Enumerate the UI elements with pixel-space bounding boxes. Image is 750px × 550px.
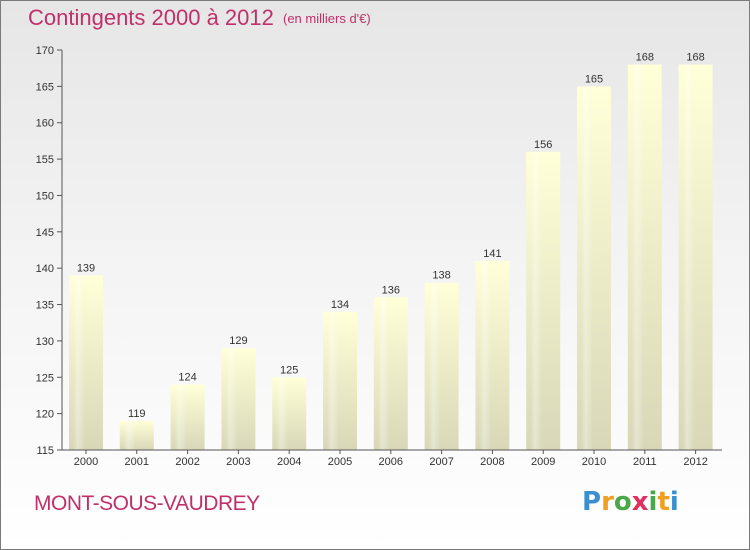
bar-highlight-2007 (428, 282, 441, 450)
logo-letter: i (669, 487, 679, 517)
axis-layer: 2000 2001 2002 2003 2004 2005 2006 2007 2008 2009… (36, 45, 722, 468)
y-tick-label-130: 130 (36, 336, 54, 348)
x-tick-label-2009: 2009 (531, 456, 555, 468)
data-label-2000: 139 (77, 262, 95, 274)
logo-letter: x (631, 487, 649, 517)
bar-highlight-2003 (225, 348, 238, 450)
y-tick-label-160: 160 (36, 118, 54, 130)
data-label-2008: 141 (483, 248, 501, 260)
bar-highlight-2005 (327, 311, 339, 450)
chart-subtitle: (en milliers d'€) (283, 11, 371, 26)
x-tick-label-2001: 2001 (125, 456, 149, 468)
bar-highlight-2011 (631, 64, 644, 450)
bar-highlight-2009 (530, 151, 543, 450)
x-tick-label-2006: 2006 (379, 456, 403, 468)
bar-highlight-2012 (682, 64, 695, 450)
x-tick-label-2002: 2002 (175, 456, 199, 468)
proxiti-logo: Proxiti (582, 487, 679, 517)
data-label-2007: 138 (432, 270, 450, 282)
data-label-2005: 134 (331, 299, 349, 311)
y-tick-label-135: 135 (36, 300, 54, 312)
y-tick-label-145: 145 (36, 227, 54, 239)
bar-highlight-2004 (276, 377, 289, 450)
logo-letter: P (582, 487, 602, 517)
data-label-2011: 168 (636, 52, 654, 64)
data-label-2001: 119 (128, 408, 146, 420)
data-label-2003: 129 (229, 335, 247, 347)
y-tick-label-115: 115 (36, 445, 54, 457)
bar-highlight-2000 (73, 275, 85, 450)
x-tick-label-2011: 2011 (633, 456, 657, 468)
chart-title: Contingents 2000 à 2012 (28, 5, 274, 30)
y-tick-label-170: 170 (36, 45, 54, 57)
x-tick-label-2008: 2008 (480, 456, 504, 468)
bar-highlight-2006 (377, 297, 390, 450)
bar-highlight-2001 (123, 420, 136, 450)
x-tick-label-2005: 2005 (328, 456, 352, 468)
data-label-2004: 125 (280, 364, 298, 376)
logo-letter: o (613, 487, 632, 517)
logo-letter: t (657, 487, 670, 517)
data-label-2010: 165 (585, 73, 603, 85)
data-label-2009: 156 (534, 139, 552, 151)
bar-highlight-2010 (581, 86, 593, 450)
data-label-2006: 136 (382, 284, 400, 296)
x-tick-label-2000: 2000 (74, 456, 98, 468)
data-label-2012: 168 (686, 52, 704, 64)
x-tick-label-2004: 2004 (277, 456, 301, 468)
bar-highlight-2002 (174, 384, 187, 450)
y-tick-label-150: 150 (36, 190, 54, 202)
y-tick-label-120: 120 (36, 409, 54, 421)
bars-layer (69, 64, 713, 450)
labels-layer: 139 119 124 129 125 134 136 138 141 156 165 168 168 (77, 52, 705, 420)
x-tick-label-2010: 2010 (582, 456, 606, 468)
x-tick-label-2012: 2012 (683, 456, 707, 468)
logo-letter: r (601, 487, 614, 517)
commune-name: MONT-SOUS-VAUDREY (34, 492, 260, 515)
y-tick-label-155: 155 (36, 154, 54, 166)
y-tick-label-165: 165 (36, 81, 54, 93)
logo-letter: i (648, 487, 658, 517)
y-tick-label-125: 125 (36, 372, 54, 384)
bar-highlight-2008 (479, 260, 492, 450)
x-tick-label-2007: 2007 (429, 456, 453, 468)
x-tick-label-2003: 2003 (226, 456, 250, 468)
y-tick-label-140: 140 (36, 263, 54, 275)
data-label-2002: 124 (178, 372, 196, 384)
